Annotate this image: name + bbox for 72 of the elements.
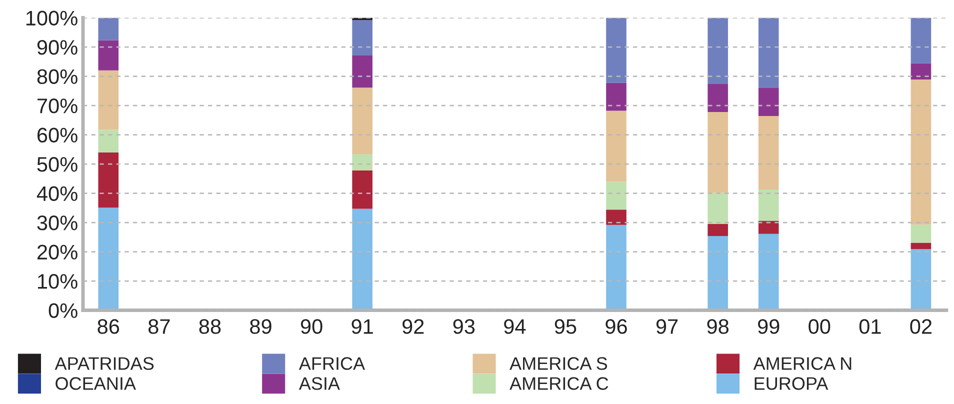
x-tick-label: 88 — [199, 319, 221, 334]
bar — [352, 170, 372, 209]
bar — [98, 208, 119, 310]
legend-label: APATRIDAS — [54, 357, 154, 370]
x-tick-label: 93 — [453, 319, 475, 334]
bar — [606, 182, 626, 210]
bar — [98, 70, 119, 130]
bar — [606, 224, 626, 310]
bar — [910, 79, 932, 225]
legend-label: AFRICA — [298, 357, 366, 370]
legend-label: OCEANIA — [56, 377, 136, 390]
bar — [98, 40, 119, 70]
x-tick-label: 92 — [402, 319, 424, 334]
bar — [606, 110, 626, 182]
y-tick-label: 30% — [37, 216, 78, 230]
y-tick-label: 100% — [26, 10, 78, 26]
legend-label: EUROPA — [754, 377, 828, 390]
x-tick-label: 86 — [98, 319, 120, 334]
x-tick-label: 95 — [554, 319, 576, 334]
legend-label: AMERICA S — [510, 357, 608, 370]
bar — [758, 88, 779, 116]
bar — [606, 18, 626, 83]
bar — [708, 236, 728, 310]
bar — [708, 18, 728, 84]
y-tick-label: 10% — [38, 274, 78, 289]
bar — [352, 88, 372, 154]
bar — [708, 112, 728, 193]
x-tick-label: 94 — [504, 319, 526, 334]
bar — [98, 18, 119, 40]
bar — [606, 82, 626, 111]
bar — [910, 63, 932, 80]
legend-label: AMERICA C — [510, 377, 608, 390]
bar — [910, 249, 932, 310]
x-tick-label: 96 — [606, 319, 627, 334]
x-tick-label: 89 — [250, 319, 272, 334]
bar — [758, 234, 779, 310]
x-tick-label: 99 — [758, 319, 780, 334]
y-tick-label: 70% — [38, 98, 78, 114]
bar — [606, 210, 626, 225]
y-tick-label: 50% — [37, 157, 78, 172]
x-tick-label: 91 — [352, 319, 373, 334]
bar — [910, 242, 932, 250]
legend-label: ASIA — [298, 377, 340, 390]
x-tick-label: 00 — [808, 319, 830, 334]
bar — [758, 116, 779, 190]
bar — [708, 84, 728, 112]
y-tick-label: 90% — [37, 40, 78, 55]
bar — [910, 18, 932, 64]
x-tick-label: 97 — [656, 319, 678, 334]
y-tick-label: 60% — [38, 128, 78, 143]
bar — [708, 192, 728, 224]
x-tick-label: 98 — [707, 319, 729, 334]
bar — [352, 154, 372, 170]
bar — [758, 18, 779, 88]
x-tick-label: 01 — [859, 319, 881, 334]
bar — [708, 224, 728, 236]
bar — [758, 189, 779, 221]
bar — [910, 224, 932, 243]
bar — [758, 220, 779, 234]
bar — [352, 56, 372, 88]
y-tick-label: 20% — [37, 244, 78, 260]
y-tick-label: 80% — [37, 69, 78, 84]
x-tick-label: 90 — [300, 319, 322, 334]
bar — [98, 130, 119, 152]
x-tick-label: 87 — [148, 319, 170, 334]
bar — [352, 20, 372, 56]
bar — [98, 152, 119, 208]
x-tick-label: 02 — [910, 319, 932, 334]
y-tick-label: 40% — [36, 186, 78, 202]
bar — [352, 208, 372, 310]
legend-label: AMERICA N — [753, 357, 852, 370]
y-tick-label: 0% — [48, 303, 78, 318]
